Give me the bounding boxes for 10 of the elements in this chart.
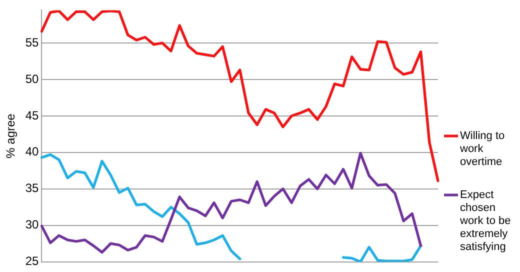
legend-label: Willing to work overtime [459, 130, 505, 168]
y-tick-label: 30 [25, 218, 40, 232]
legend-label: Expect chosen work to be extremely satisfying [459, 189, 511, 254]
y-axis-title: % agree [4, 113, 18, 158]
y-tick-label: 45 [25, 108, 40, 122]
y-tick-label: 40 [25, 144, 40, 159]
y-tick-label: 25 [25, 254, 40, 268]
y-tick-label: 50 [25, 72, 40, 86]
y-tick-label: 55 [25, 35, 40, 50]
y-tick-label: 35 [25, 181, 40, 196]
